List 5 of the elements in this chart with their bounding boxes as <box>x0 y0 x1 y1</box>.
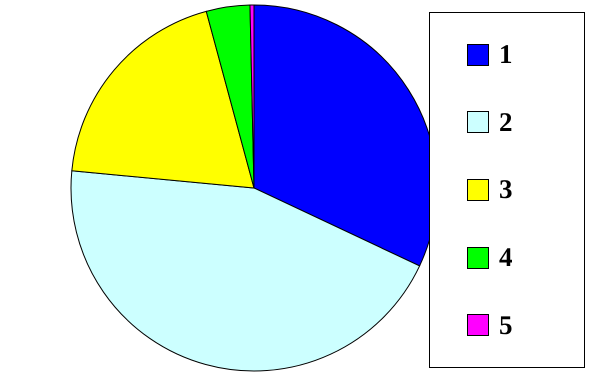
legend-label: 2 <box>499 106 512 138</box>
legend-label: 4 <box>499 242 512 274</box>
legend-label: 5 <box>499 310 512 341</box>
legend-label: 1 <box>499 39 512 70</box>
legend-label: 3 <box>499 174 512 206</box>
